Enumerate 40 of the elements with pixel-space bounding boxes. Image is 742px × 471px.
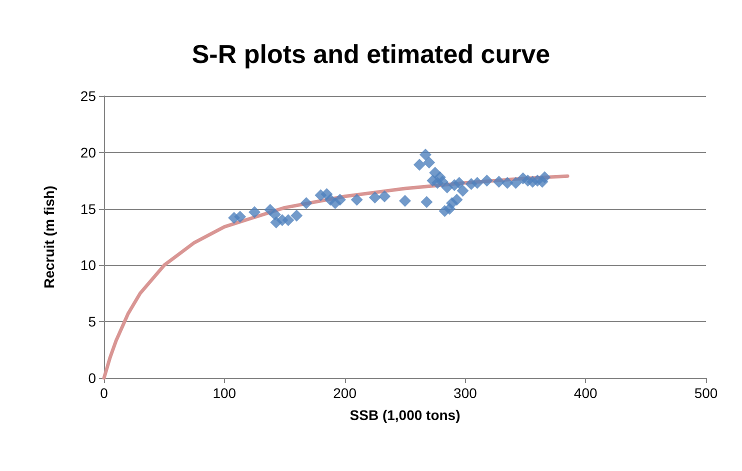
y-tick-label: 20 [80, 144, 96, 160]
x-tick-label: 500 [694, 385, 718, 401]
point [492, 176, 505, 188]
chart-title: S-R plots and etimated curve [192, 39, 550, 69]
point [378, 190, 391, 202]
point [234, 210, 246, 223]
point [480, 174, 493, 187]
line-series [102, 174, 570, 380]
y-axis-title: Recruit (m fish) [41, 186, 57, 288]
x-axis-title: SSB (1,000 tons) [350, 407, 460, 423]
point [471, 176, 484, 189]
y-tick-label: 5 [88, 314, 96, 330]
y-tick-label: 25 [80, 88, 96, 104]
point [268, 208, 281, 220]
x-tick-label: 200 [333, 385, 357, 401]
point [248, 206, 260, 218]
point [300, 197, 312, 210]
y-tick-label: 0 [88, 370, 96, 386]
y-tick-label: 15 [80, 200, 96, 217]
point [501, 176, 514, 189]
point [423, 156, 436, 169]
point [290, 210, 303, 222]
point [350, 194, 363, 206]
point [399, 194, 411, 207]
x-tick-label: 300 [454, 385, 478, 401]
point [453, 176, 466, 189]
point [450, 194, 463, 206]
y-tick-label: 10 [80, 257, 96, 274]
x-tick-label: 100 [212, 385, 236, 401]
point [334, 194, 346, 206]
point [538, 171, 551, 184]
point [456, 184, 469, 197]
point [368, 192, 381, 204]
x-tick-label: 0 [100, 385, 108, 401]
x-tick-label: 400 [574, 385, 598, 401]
point [510, 176, 522, 189]
point [282, 214, 294, 226]
point [413, 158, 426, 171]
point [419, 148, 432, 161]
point [420, 196, 433, 208]
